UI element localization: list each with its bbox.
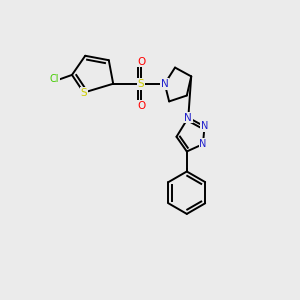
Text: S: S xyxy=(138,79,145,89)
Text: Cl: Cl xyxy=(50,74,59,84)
Text: N: N xyxy=(161,79,169,89)
Text: O: O xyxy=(137,57,145,67)
Text: N: N xyxy=(199,139,207,149)
Text: O: O xyxy=(137,101,145,111)
Text: S: S xyxy=(80,88,87,98)
Text: N: N xyxy=(184,112,192,123)
Text: N: N xyxy=(201,122,208,131)
